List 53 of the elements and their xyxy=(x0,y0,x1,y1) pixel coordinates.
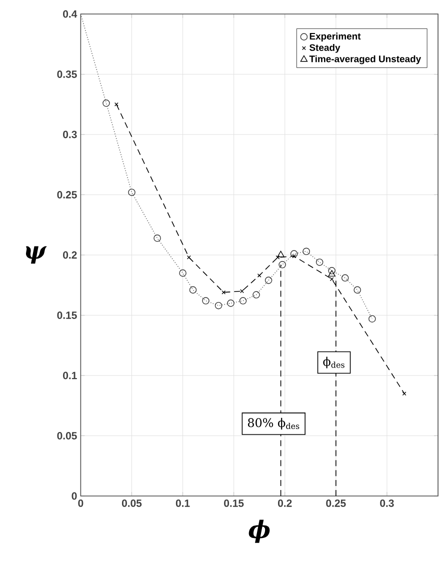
y-axis-title: ψ xyxy=(26,246,47,264)
x-tick-label: 0 xyxy=(78,500,84,507)
point xyxy=(186,255,191,260)
y-tick-label: 0.25 xyxy=(57,191,77,198)
y-tick-label: 0.1 xyxy=(63,372,77,380)
legend-label: Time-averaged Unsteady xyxy=(309,55,422,64)
point xyxy=(354,286,361,294)
point xyxy=(214,302,222,310)
y-tick-label: 0.3 xyxy=(63,130,77,138)
y-tick-label: 0.4 xyxy=(63,10,78,18)
point xyxy=(202,297,210,304)
point xyxy=(402,392,406,396)
point xyxy=(290,250,298,258)
point xyxy=(292,254,296,258)
x-axis-title: ϕ xyxy=(248,520,270,543)
point xyxy=(252,291,260,298)
point xyxy=(102,100,110,107)
point xyxy=(240,289,244,294)
point xyxy=(227,300,234,307)
point xyxy=(179,269,186,277)
x-tick-label: 0.3 xyxy=(380,500,394,507)
legend-label: Experiment xyxy=(310,32,361,42)
x-tick-label: 0.25 xyxy=(326,500,346,507)
legend-label: Steady xyxy=(310,44,340,53)
point xyxy=(302,248,310,256)
y-tick-label: 0.05 xyxy=(57,432,77,440)
point xyxy=(368,315,376,322)
x-tick-label: 0.15 xyxy=(224,500,244,507)
point xyxy=(257,274,262,278)
y-tick-label: 0.35 xyxy=(57,70,77,78)
x-tick-label: 0.2 xyxy=(278,500,292,507)
point xyxy=(341,274,349,282)
x-tick-label: 0.05 xyxy=(122,500,142,507)
y-tick-label: 0.2 xyxy=(63,251,77,259)
point xyxy=(222,290,226,294)
point xyxy=(316,258,324,266)
point xyxy=(154,234,161,242)
point xyxy=(189,286,197,294)
point xyxy=(239,297,247,304)
y-tick-label: 0 xyxy=(72,492,77,500)
point xyxy=(264,276,272,284)
x-tick-label: 0.1 xyxy=(176,500,190,507)
point xyxy=(276,255,280,260)
annotation: ϕ$_{des}$ xyxy=(323,356,344,368)
y-tick-label: 0.15 xyxy=(57,312,77,319)
point xyxy=(328,267,336,274)
point xyxy=(330,277,334,282)
point xyxy=(277,250,284,258)
point xyxy=(128,188,136,196)
point xyxy=(114,102,118,106)
point xyxy=(278,261,286,268)
annotation: 80% ϕ$_{des}$ xyxy=(248,418,300,430)
point xyxy=(328,270,336,277)
